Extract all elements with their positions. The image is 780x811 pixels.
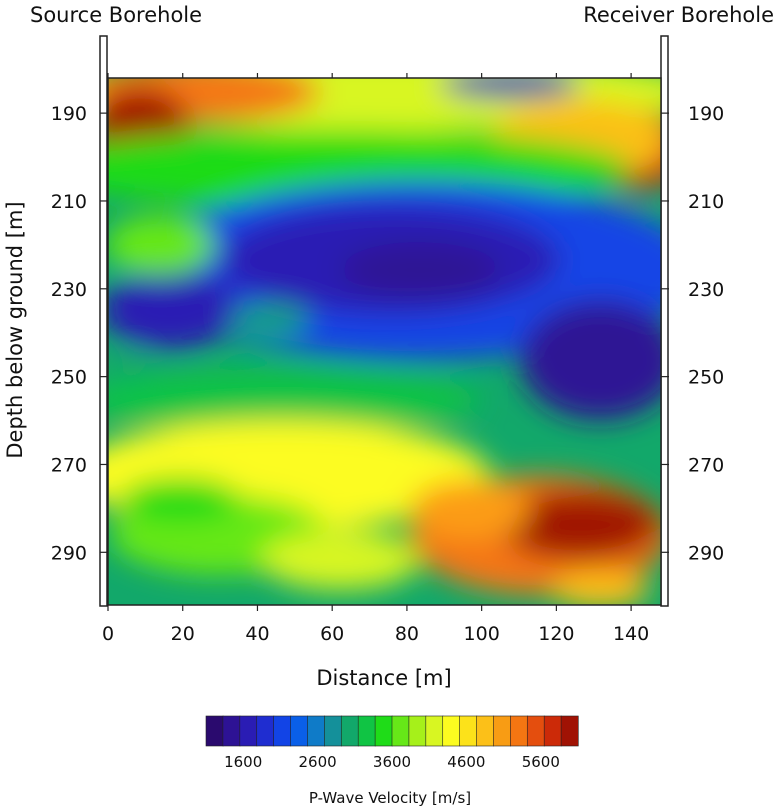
x-tick-label: 0 xyxy=(102,623,114,645)
colorbar-bin xyxy=(290,715,309,747)
colorbar-bin xyxy=(476,715,495,747)
colorbar-bin xyxy=(273,715,292,747)
y-tick-label-right: 190 xyxy=(688,103,724,125)
y-tick-label-right: 230 xyxy=(688,279,724,301)
y-tick-label-left: 190 xyxy=(51,103,87,125)
x-tick-label: 100 xyxy=(464,623,500,645)
colorbar-tick-label: 4600 xyxy=(447,753,485,771)
source-borehole-label: Source Borehole xyxy=(30,3,202,27)
x-tick-label: 60 xyxy=(320,623,344,645)
y-tick-label-right: 270 xyxy=(688,454,724,476)
velocity-field xyxy=(108,78,661,605)
colorbar-tick-label: 5600 xyxy=(522,753,560,771)
x-tick-label: 140 xyxy=(613,623,649,645)
colorbar-tick-label: 3600 xyxy=(373,753,411,771)
colorbar-bin xyxy=(340,715,359,747)
colorbar-bin xyxy=(425,715,444,747)
colorbar-ticks: 1600 2600 3600 4600 5600 xyxy=(224,753,560,771)
colorbar-bin xyxy=(510,715,528,747)
y-tick-label-right: 250 xyxy=(688,367,724,389)
y-tick-label-right: 290 xyxy=(688,542,724,564)
colorbar-tick-label: 1600 xyxy=(224,753,262,771)
y-tick-label-left: 250 xyxy=(51,367,87,389)
colorbar-bin xyxy=(391,715,410,747)
colorbar-bin xyxy=(526,715,545,747)
y-tick-label-left: 210 xyxy=(51,191,87,213)
y-axis-left-ticks: 190 210 230 250 270 290 xyxy=(51,103,108,564)
x-tick-label: 120 xyxy=(538,623,574,645)
colorbar-bin xyxy=(442,715,461,747)
colorbar-bin xyxy=(357,715,376,747)
colorbar-title: P-Wave Velocity [m/s] xyxy=(309,789,471,807)
colorbar-bin xyxy=(408,715,427,747)
colorbar-bin xyxy=(324,715,342,747)
colorbar-bin xyxy=(543,715,562,747)
x-tick-label: 80 xyxy=(395,623,419,645)
receiver-borehole-column xyxy=(660,35,669,607)
source-borehole-column xyxy=(99,35,108,607)
x-axis-title: Distance [m] xyxy=(316,666,451,690)
colorbar-bin xyxy=(374,715,393,747)
y-tick-label-left: 290 xyxy=(51,542,87,564)
y-axis-right-ticks: 190 210 230 250 270 290 xyxy=(661,103,724,564)
colorbar-bin xyxy=(205,715,224,747)
colorbar-bin xyxy=(239,715,258,747)
colorbar-tick-label: 2600 xyxy=(299,753,337,771)
colorbar-bin xyxy=(560,715,579,747)
x-tick-label: 20 xyxy=(171,623,195,645)
colorbar-bin xyxy=(256,715,275,747)
x-axis-ticks: 0 20 40 60 80 100 120 140 xyxy=(102,73,649,645)
colorbar-bin xyxy=(307,715,325,747)
y-tick-label-left: 270 xyxy=(51,454,87,476)
colorbar-bin xyxy=(222,715,241,747)
colorbar-bin xyxy=(459,715,478,747)
y-axis-title: Depth below ground [m] xyxy=(3,201,27,458)
y-tick-label-left: 230 xyxy=(51,279,87,301)
colorbar-bin xyxy=(493,715,511,747)
receiver-borehole-label: Receiver Borehole xyxy=(583,3,774,27)
x-tick-label: 40 xyxy=(245,623,269,645)
plot-frame xyxy=(107,77,662,606)
y-tick-label-right: 210 xyxy=(688,191,724,213)
colorbar xyxy=(205,715,579,747)
